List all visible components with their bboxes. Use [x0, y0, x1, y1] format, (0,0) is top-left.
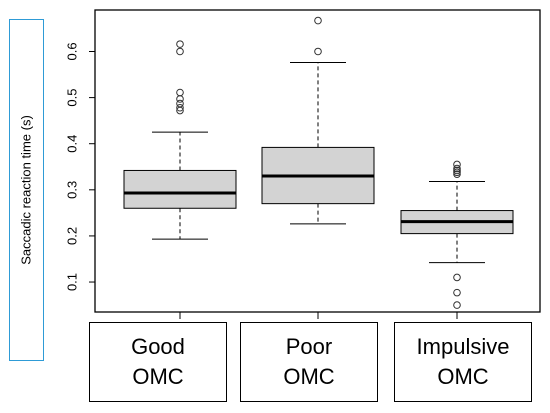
outlier-point [176, 88, 184, 97]
y-tick-label: 0.4 [64, 135, 79, 153]
outlier-point [453, 160, 461, 169]
outlier-point [453, 164, 461, 173]
y-axis-label-frame [9, 19, 44, 361]
y-tick-label: 0.2 [64, 227, 79, 245]
outlier-point [314, 16, 322, 25]
outlier-point [314, 47, 322, 56]
y-tick-label: 0.6 [64, 42, 79, 60]
y-tick-label: 0.1 [64, 273, 79, 291]
category-label-line-2: OMC [437, 364, 489, 389]
category-label-line-2: OMC [132, 364, 184, 389]
category-label-line-1: Poor [285, 334, 333, 359]
y-tick-label: 0.5 [64, 89, 79, 107]
outlier-point [176, 103, 184, 112]
y-tick-label: 0.3 [64, 181, 79, 199]
outlier-point [453, 273, 461, 282]
category-label-good-omc: Good OMC [89, 322, 227, 402]
outlier-point [176, 95, 184, 103]
category-label-impulsive-omc: Impulsive OMC [394, 322, 532, 402]
outlier-point [176, 47, 184, 56]
interquartile-box [123, 169, 237, 209]
outlier-point [453, 301, 461, 309]
category-label-line-1: Impulsive [416, 334, 510, 359]
category-label-line-1: Good [131, 334, 185, 359]
category-label-poor-omc: Poor OMC [240, 322, 378, 402]
outlier-point [176, 40, 184, 48]
outlier-point [453, 288, 461, 297]
outlier-point [176, 99, 184, 108]
category-label-line-2: OMC [283, 364, 335, 389]
